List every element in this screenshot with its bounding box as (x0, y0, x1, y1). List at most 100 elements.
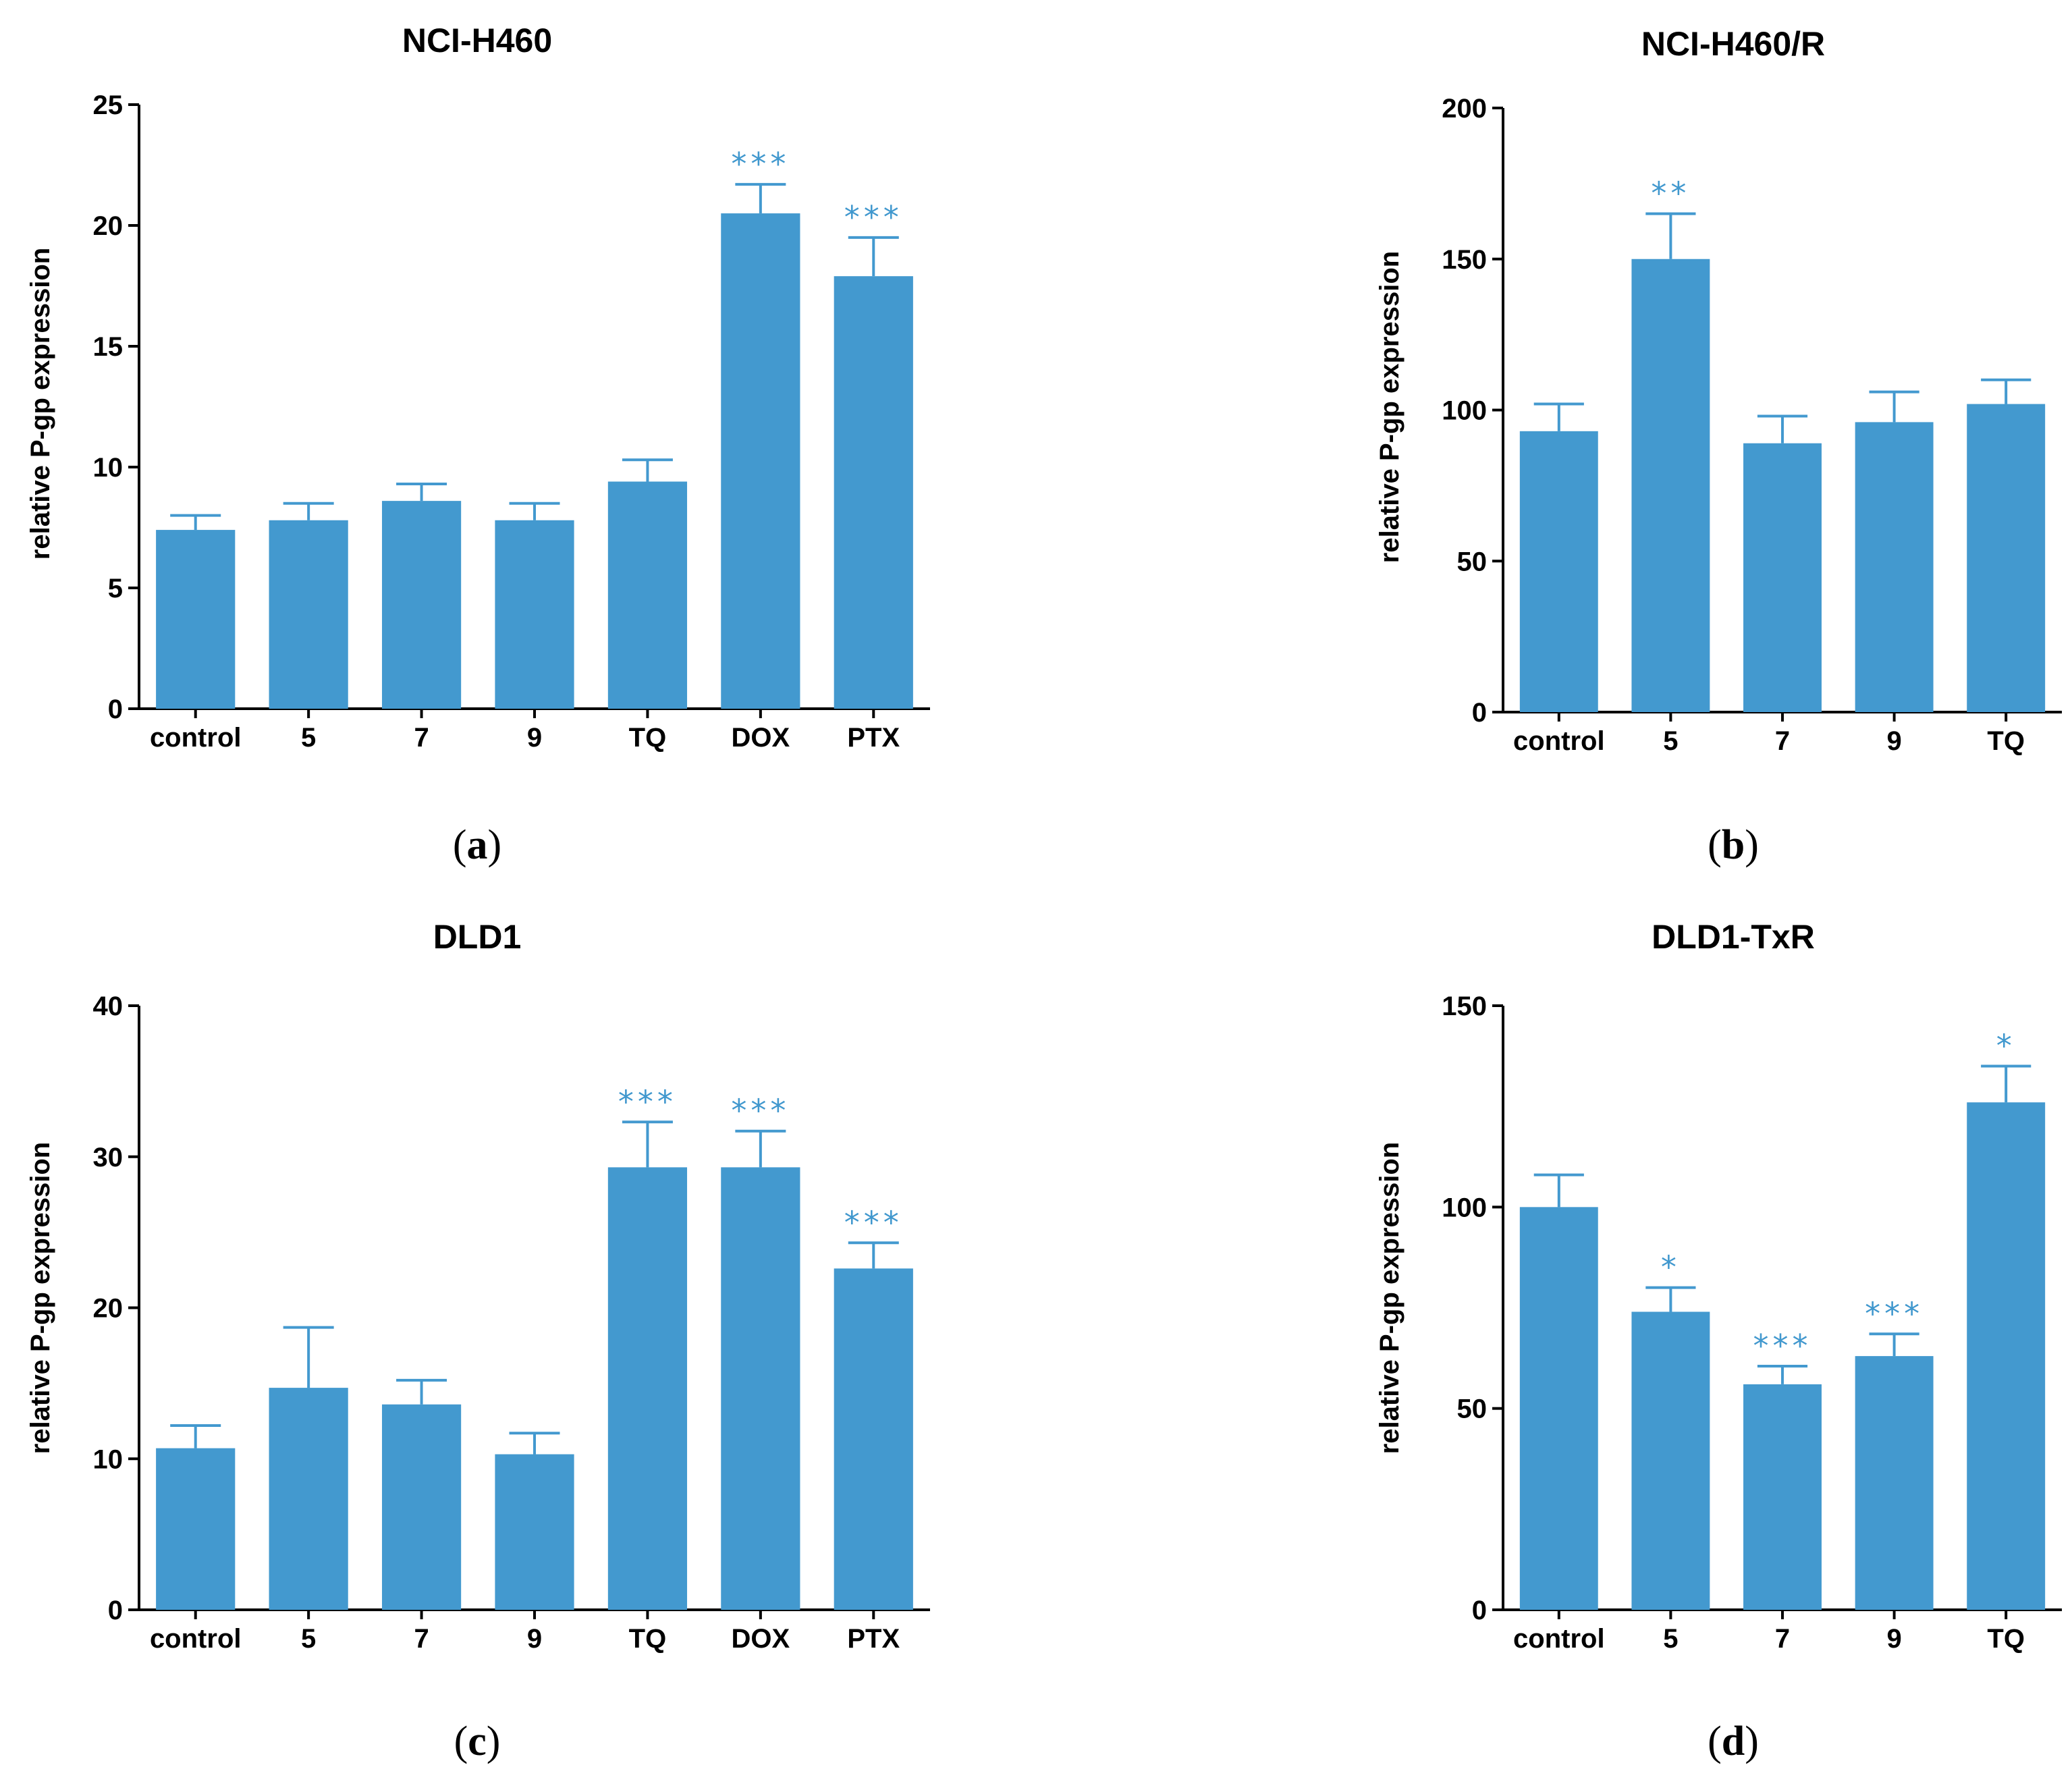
panel-label-a: (a) (453, 822, 501, 868)
chart-panel-b: NCI-H460/R relative P-gp expression 0 50 1… (1375, 25, 2062, 868)
bar (156, 530, 236, 709)
significance-marker: *** (844, 199, 903, 236)
chart-title: DLD1-TxR (1652, 918, 1815, 956)
bar (1631, 1311, 1710, 1610)
bar (607, 481, 688, 709)
x-tick-label: 5 (1663, 726, 1678, 756)
x-tick-label: 9 (527, 1624, 542, 1654)
x-tick-label: 7 (414, 1624, 429, 1654)
bar (721, 1167, 800, 1610)
y-axis-label: relative P-gp expression (26, 248, 55, 560)
panel-letter: d (1722, 1718, 1745, 1764)
bar (1967, 404, 2046, 712)
x-tick-label: 9 (1886, 1624, 1901, 1654)
y-tick-label: 20 (93, 1294, 124, 1324)
y-tick-label: 15 (93, 332, 124, 362)
y-tick-label: 100 (1442, 1193, 1487, 1222)
x-tick-label: 9 (527, 723, 542, 753)
significance-marker: *** (731, 1093, 790, 1129)
x-tick-label: 7 (1775, 726, 1790, 756)
significance-marker: * (1996, 1028, 2016, 1064)
significance-marker: *** (1753, 1328, 1812, 1364)
x-tick-label: 7 (414, 723, 429, 753)
y-axis-label: relative P-gp expression (26, 1142, 55, 1454)
chart-title: NCI-H460 (402, 22, 552, 59)
chart-title: DLD1 (433, 918, 522, 956)
x-tick-label: 9 (1886, 726, 1901, 756)
chart-panel-a: NCI-H460 relative P-gp expression 0 5 10 15… (26, 22, 930, 868)
bar (1743, 1384, 1822, 1610)
y-axis-label: relative P-gp expression (1375, 1142, 1405, 1454)
axes: 0 10 20 30 40 control 5 7 9 TQ *** DOX *** PTX *** (93, 992, 930, 1654)
y-tick-label: 40 (93, 992, 124, 1021)
bar (495, 520, 574, 709)
x-tick-label: TQ (629, 723, 667, 753)
chart-panel-d: DLD1-TxR relative P-gp expression 0 50 100… (1375, 918, 2062, 1764)
y-tick-label: 0 (1472, 698, 1487, 728)
y-tick-label: 20 (93, 211, 124, 241)
chart-title: NCI-H460/R (1641, 25, 1825, 63)
bar (269, 1388, 348, 1610)
panel-label-c: (c) (454, 1718, 501, 1764)
x-tick-label: DOX (732, 1624, 790, 1654)
y-tick-label: 10 (93, 1444, 124, 1474)
y-tick-label: 50 (1457, 547, 1488, 576)
significance-marker: ** (1651, 175, 1690, 212)
significance-marker: *** (1865, 1295, 1924, 1332)
bar (1519, 1207, 1598, 1610)
y-tick-label: 200 (1442, 94, 1487, 124)
bar (1631, 259, 1710, 712)
panel-letter: b (1722, 822, 1745, 868)
y-tick-label: 0 (108, 1596, 123, 1625)
y-tick-label: 100 (1442, 396, 1487, 426)
y-tick-label: 30 (93, 1143, 124, 1172)
panel-label-b: (b) (1708, 822, 1759, 868)
significance-marker: *** (618, 1083, 677, 1120)
y-tick-label: 0 (1472, 1596, 1487, 1625)
y-tick-label: 150 (1442, 992, 1487, 1021)
axes: 0 50 100 150 control 5 * 7 *** 9 *** TQ * (1442, 992, 2062, 1654)
chart-panel-c: DLD1 relative P-gp expression 0 10 20 30 40 c… (26, 918, 930, 1764)
significance-marker: *** (731, 146, 790, 182)
bar (834, 276, 913, 709)
bar (721, 213, 800, 709)
y-axis-label: relative P-gp expression (1375, 251, 1405, 563)
panel-label-d: (d) (1708, 1718, 1759, 1764)
bar (381, 501, 462, 709)
x-tick-label: DOX (732, 723, 790, 753)
bar (156, 1448, 236, 1610)
bar (495, 1454, 574, 1610)
y-tick-label: 25 (93, 90, 124, 120)
x-tick-label: control (1513, 1624, 1605, 1654)
x-tick-label: PTX (847, 723, 900, 753)
bar (834, 1268, 913, 1610)
axes: 0 50 100 150 200 control 5 ** 7 9 TQ (1442, 94, 2062, 756)
x-tick-label: 5 (301, 1624, 316, 1654)
y-tick-label: 150 (1442, 245, 1487, 275)
x-tick-label: 5 (301, 723, 316, 753)
y-tick-label: 10 (93, 453, 124, 483)
x-tick-label: TQ (1987, 1624, 2025, 1654)
bar (1967, 1102, 2046, 1610)
bar (269, 520, 348, 709)
bar (1743, 443, 1822, 712)
x-tick-label: 7 (1775, 1624, 1790, 1654)
x-tick-label: control (1513, 726, 1605, 756)
panel-letter: c (468, 1718, 487, 1764)
y-tick-label: 0 (108, 695, 123, 724)
bar (1519, 431, 1598, 712)
significance-marker: * (1661, 1249, 1681, 1286)
x-tick-label: PTX (847, 1624, 900, 1654)
panel-letter: a (467, 822, 488, 868)
bar (1855, 1356, 1934, 1610)
y-tick-label: 50 (1457, 1394, 1488, 1424)
x-tick-label: control (150, 1624, 242, 1654)
significance-marker: *** (844, 1204, 903, 1241)
bar (1855, 422, 1934, 712)
axes: 0 5 10 15 20 25 control 5 7 9 TQ DOX *** PTX *** (93, 90, 930, 753)
x-tick-label: TQ (629, 1624, 667, 1654)
x-tick-label: 5 (1663, 1624, 1678, 1654)
bar (607, 1167, 688, 1610)
bar (381, 1404, 462, 1610)
